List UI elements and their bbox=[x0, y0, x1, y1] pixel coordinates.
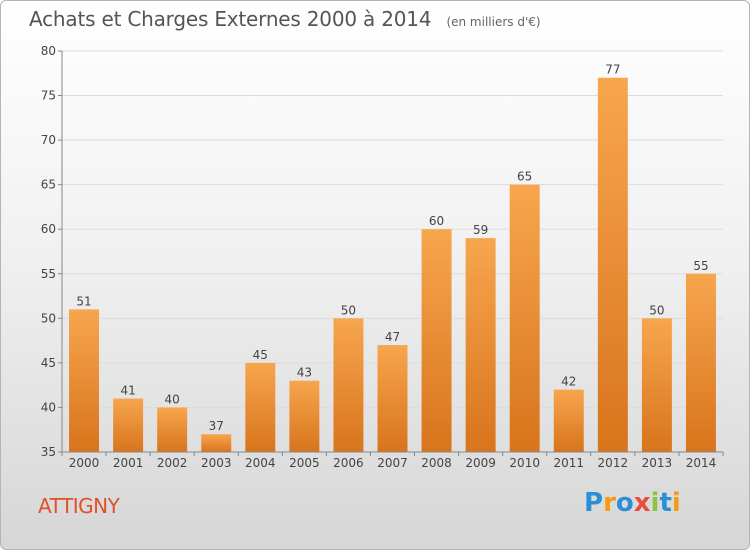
brand-logo[interactable]: Proxiti bbox=[584, 488, 681, 518]
data-label: 55 bbox=[693, 259, 708, 273]
data-label: 37 bbox=[209, 419, 224, 433]
brand-letter: t bbox=[659, 488, 672, 518]
data-label: 47 bbox=[385, 330, 400, 344]
brand-letter: i bbox=[671, 488, 681, 518]
axes bbox=[58, 50, 724, 456]
data-label: 41 bbox=[120, 384, 135, 398]
chart-unit: (en milliers d'€) bbox=[446, 15, 541, 29]
y-tick-label: 35 bbox=[41, 445, 56, 459]
bar bbox=[201, 434, 232, 452]
brand-letter: i bbox=[650, 488, 660, 518]
x-tick-label: 2000 bbox=[69, 456, 100, 470]
y-tick-label: 50 bbox=[41, 311, 56, 325]
x-tick-label: 2014 bbox=[686, 456, 717, 470]
data-label: 43 bbox=[297, 366, 312, 380]
x-tick-label: 2001 bbox=[113, 456, 144, 470]
x-tick-label: 2004 bbox=[245, 456, 276, 470]
brand-letter: x bbox=[633, 488, 651, 518]
y-tick-label: 65 bbox=[41, 178, 56, 192]
y-tick-label: 55 bbox=[41, 267, 56, 281]
bar bbox=[509, 184, 540, 452]
x-tick-label: 2002 bbox=[157, 456, 188, 470]
brand-letter: r bbox=[603, 488, 616, 518]
bar bbox=[685, 273, 716, 452]
x-tick-label: 2003 bbox=[201, 456, 232, 470]
title-block: Achats et Charges Externes 2000 à 2014 (… bbox=[29, 7, 541, 31]
y-tick-label: 70 bbox=[41, 133, 56, 147]
bar bbox=[69, 309, 100, 452]
data-label: 40 bbox=[165, 392, 180, 406]
y-tick-label: 80 bbox=[41, 44, 56, 58]
data-label: 50 bbox=[341, 303, 356, 317]
place-name: ATTIGNY bbox=[38, 494, 120, 518]
data-label: 45 bbox=[253, 348, 268, 362]
labels: 35 40 45 50 55 60 65 70 75 80 51 2000 41 2001 40 2002 37… bbox=[41, 44, 717, 470]
x-tick-label: 2010 bbox=[509, 456, 540, 470]
x-tick-label: 2005 bbox=[289, 456, 320, 470]
x-tick-label: 2012 bbox=[598, 456, 629, 470]
bar bbox=[377, 345, 408, 452]
bar bbox=[421, 229, 452, 452]
x-tick-label: 2008 bbox=[421, 456, 452, 470]
bar bbox=[289, 380, 320, 452]
brand-letter: P bbox=[584, 488, 604, 518]
x-tick-label: 2007 bbox=[377, 456, 408, 470]
y-tick-label: 45 bbox=[41, 356, 56, 370]
bar bbox=[553, 389, 584, 452]
y-tick-label: 60 bbox=[41, 222, 56, 236]
data-label: 50 bbox=[649, 303, 664, 317]
chart-title: Achats et Charges Externes 2000 à 2014 bbox=[29, 7, 432, 31]
data-label: 65 bbox=[517, 170, 532, 184]
data-label: 42 bbox=[561, 375, 576, 389]
bar bbox=[245, 362, 276, 452]
x-tick-label: 2009 bbox=[465, 456, 496, 470]
bar bbox=[597, 77, 628, 452]
x-tick-label: 2006 bbox=[333, 456, 364, 470]
bar bbox=[641, 318, 672, 452]
y-tick-label: 40 bbox=[41, 400, 56, 414]
bar bbox=[157, 407, 188, 452]
bar bbox=[113, 398, 144, 452]
data-label: 77 bbox=[605, 63, 620, 77]
bar bbox=[465, 238, 496, 452]
x-tick-label: 2011 bbox=[553, 456, 584, 470]
data-label: 60 bbox=[429, 214, 444, 228]
bar bbox=[333, 318, 364, 452]
brand-letter: o bbox=[615, 488, 634, 518]
bars bbox=[69, 77, 716, 452]
data-label: 59 bbox=[473, 223, 488, 237]
y-tick-label: 75 bbox=[41, 89, 56, 103]
data-label: 51 bbox=[76, 294, 91, 308]
x-tick-label: 2013 bbox=[642, 456, 673, 470]
